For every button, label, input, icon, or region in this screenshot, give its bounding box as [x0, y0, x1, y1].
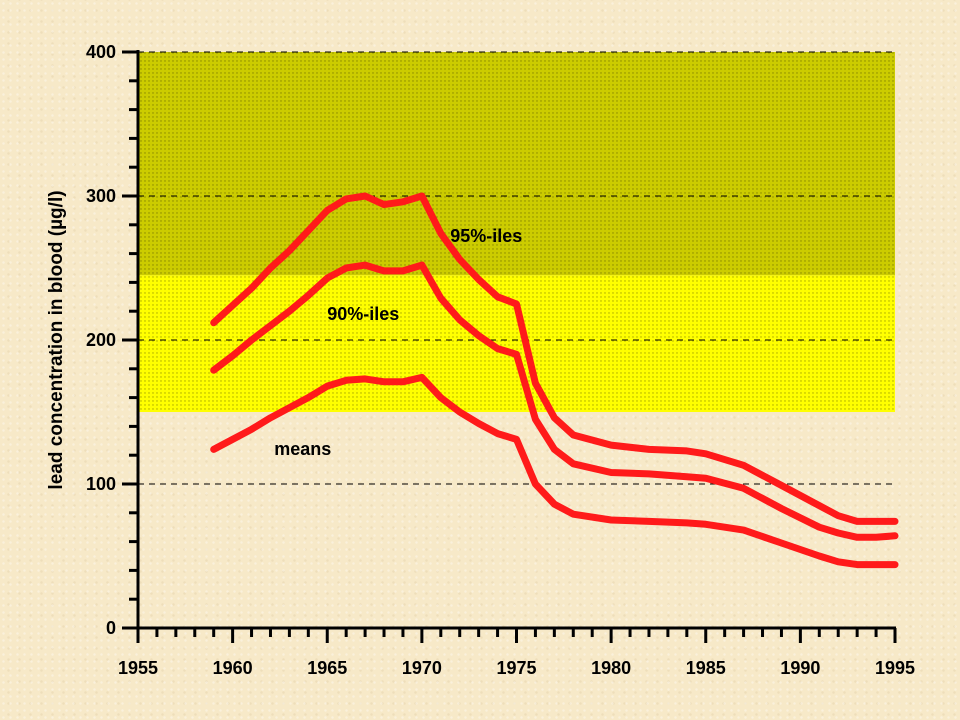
y-tick-label: 200: [86, 330, 116, 350]
x-tick-label: 1970: [402, 658, 442, 678]
series-labels: 95%-iles 90%-iles means: [274, 226, 522, 459]
grid-lines: [138, 51, 895, 485]
concentration-bands: [138, 52, 895, 412]
y-axis-title: lead concentration in blood (µg/l): [46, 190, 67, 489]
series-line-1: [210, 261, 899, 541]
x-tick-label: 1980: [591, 658, 631, 678]
x-tick-label: 1975: [496, 658, 536, 678]
y-tick-label: 300: [86, 186, 116, 206]
x-tick-label: 1955: [118, 658, 158, 678]
series-label-1: 90%-iles: [327, 304, 399, 324]
series-line-2: [210, 373, 899, 569]
series-label-0: 95%-iles: [450, 226, 522, 246]
series-line-0: [210, 192, 899, 525]
x-tick-label: 1990: [780, 658, 820, 678]
x-tick-label: 1960: [213, 658, 253, 678]
y-tick-label: 0: [106, 618, 116, 638]
series-lines: [210, 192, 899, 569]
series-label-2: means: [274, 439, 331, 459]
y-tick-label: 100: [86, 474, 116, 494]
axes: 0 100 200 300 400 1955 1960 1965 1970 1975 1980 198…: [86, 42, 915, 678]
x-tick-label: 1985: [686, 658, 726, 678]
y-tick-label: 400: [86, 42, 116, 62]
x-tick-label: 1965: [307, 658, 347, 678]
x-tick-label: 1995: [875, 658, 915, 678]
band-texture-0: [138, 275, 895, 412]
band-texture-1: [138, 52, 895, 276]
